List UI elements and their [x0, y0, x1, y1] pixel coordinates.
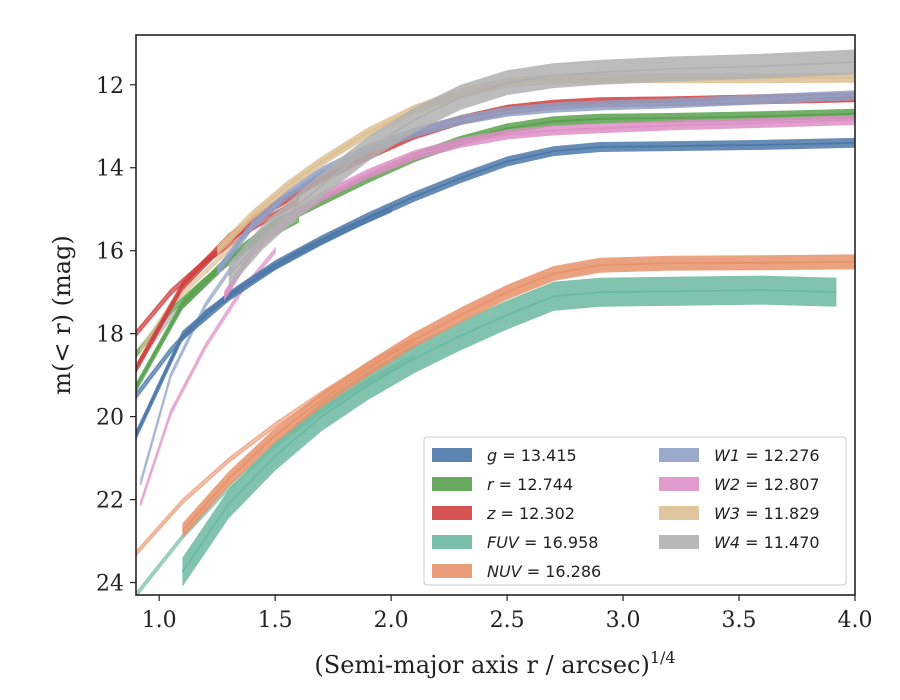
y-tick-label: 16 [96, 240, 124, 265]
legend-label-w3: W3 = 11.829 [714, 504, 820, 523]
x-axis: 1.0 1.5 2.0 2.5 3.0 3.5 4.0 [142, 595, 873, 633]
traces-layer [136, 49, 855, 595]
y-tick-label: 20 [96, 406, 124, 431]
legend-swatch-nuv [432, 564, 472, 578]
legend-label-nuv: NUV = 16.286 [487, 562, 601, 581]
x-tick-label: 1.0 [142, 608, 177, 633]
y-tick-label: 14 [96, 157, 124, 182]
y-axis: 12 14 16 18 20 22 24 [96, 74, 136, 597]
series-line-w4 [228, 61, 855, 277]
legend-swatch-w2 [659, 477, 699, 491]
x-tick-label: 3.5 [722, 608, 757, 633]
legend-swatch-g [432, 448, 472, 462]
legend: g = 13.415 r = 12.744 z = 12.302 FUV = 16.9… [423, 436, 847, 586]
series-line-w1 [216, 94, 855, 272]
series-line-g [136, 142, 855, 436]
x-tick-label: 1.5 [258, 608, 293, 633]
plot-frame [135, 34, 856, 596]
series-line-fuv [181, 289, 837, 573]
legend-label-w2: W2 = 12.807 [714, 475, 820, 494]
legend-frame [423, 436, 847, 586]
legend-label-g: g = 13.415 [487, 446, 577, 465]
legend-label-w1: W1 = 12.276 [714, 446, 820, 465]
x-axis-label: (Semi-major axis r / arcsec)1/4 [314, 648, 675, 679]
x-axis-label-exponent: 1/4 [650, 648, 676, 667]
series-line-nuv [181, 261, 855, 532]
legend-swatch-r [432, 477, 472, 491]
y-tick-label: 12 [96, 74, 124, 99]
secondary-trace-7 [139, 246, 276, 507]
series-band-fuv [182, 275, 837, 587]
y-axis-label: m(< r) (mag) [48, 235, 76, 394]
legend-label-w4: W4 = 11.470 [714, 533, 820, 552]
y-tick-label: 22 [96, 489, 124, 514]
legend-swatch-w3 [659, 506, 699, 520]
y-tick-label: 24 [96, 572, 124, 597]
legend-label-r: r = 12.744 [487, 475, 573, 494]
x-tick-label: 3.0 [606, 608, 641, 633]
legend-swatch-w4 [659, 535, 699, 549]
legend-label-z: z = 12.302 [486, 504, 575, 523]
legend-label-fuv: FUV = 16.958 [487, 533, 598, 552]
legend-swatch-z [432, 506, 472, 520]
x-tick-label: 4.0 [838, 608, 873, 633]
y-tick-label: 18 [96, 323, 124, 348]
x-tick-label: 2.0 [374, 608, 409, 633]
series-band-nuv [182, 254, 855, 539]
legend-swatch-fuv [432, 535, 472, 549]
legend-swatch-w1 [659, 448, 699, 462]
x-tick-label: 2.5 [490, 608, 525, 633]
series-band-w4 [228, 49, 855, 288]
